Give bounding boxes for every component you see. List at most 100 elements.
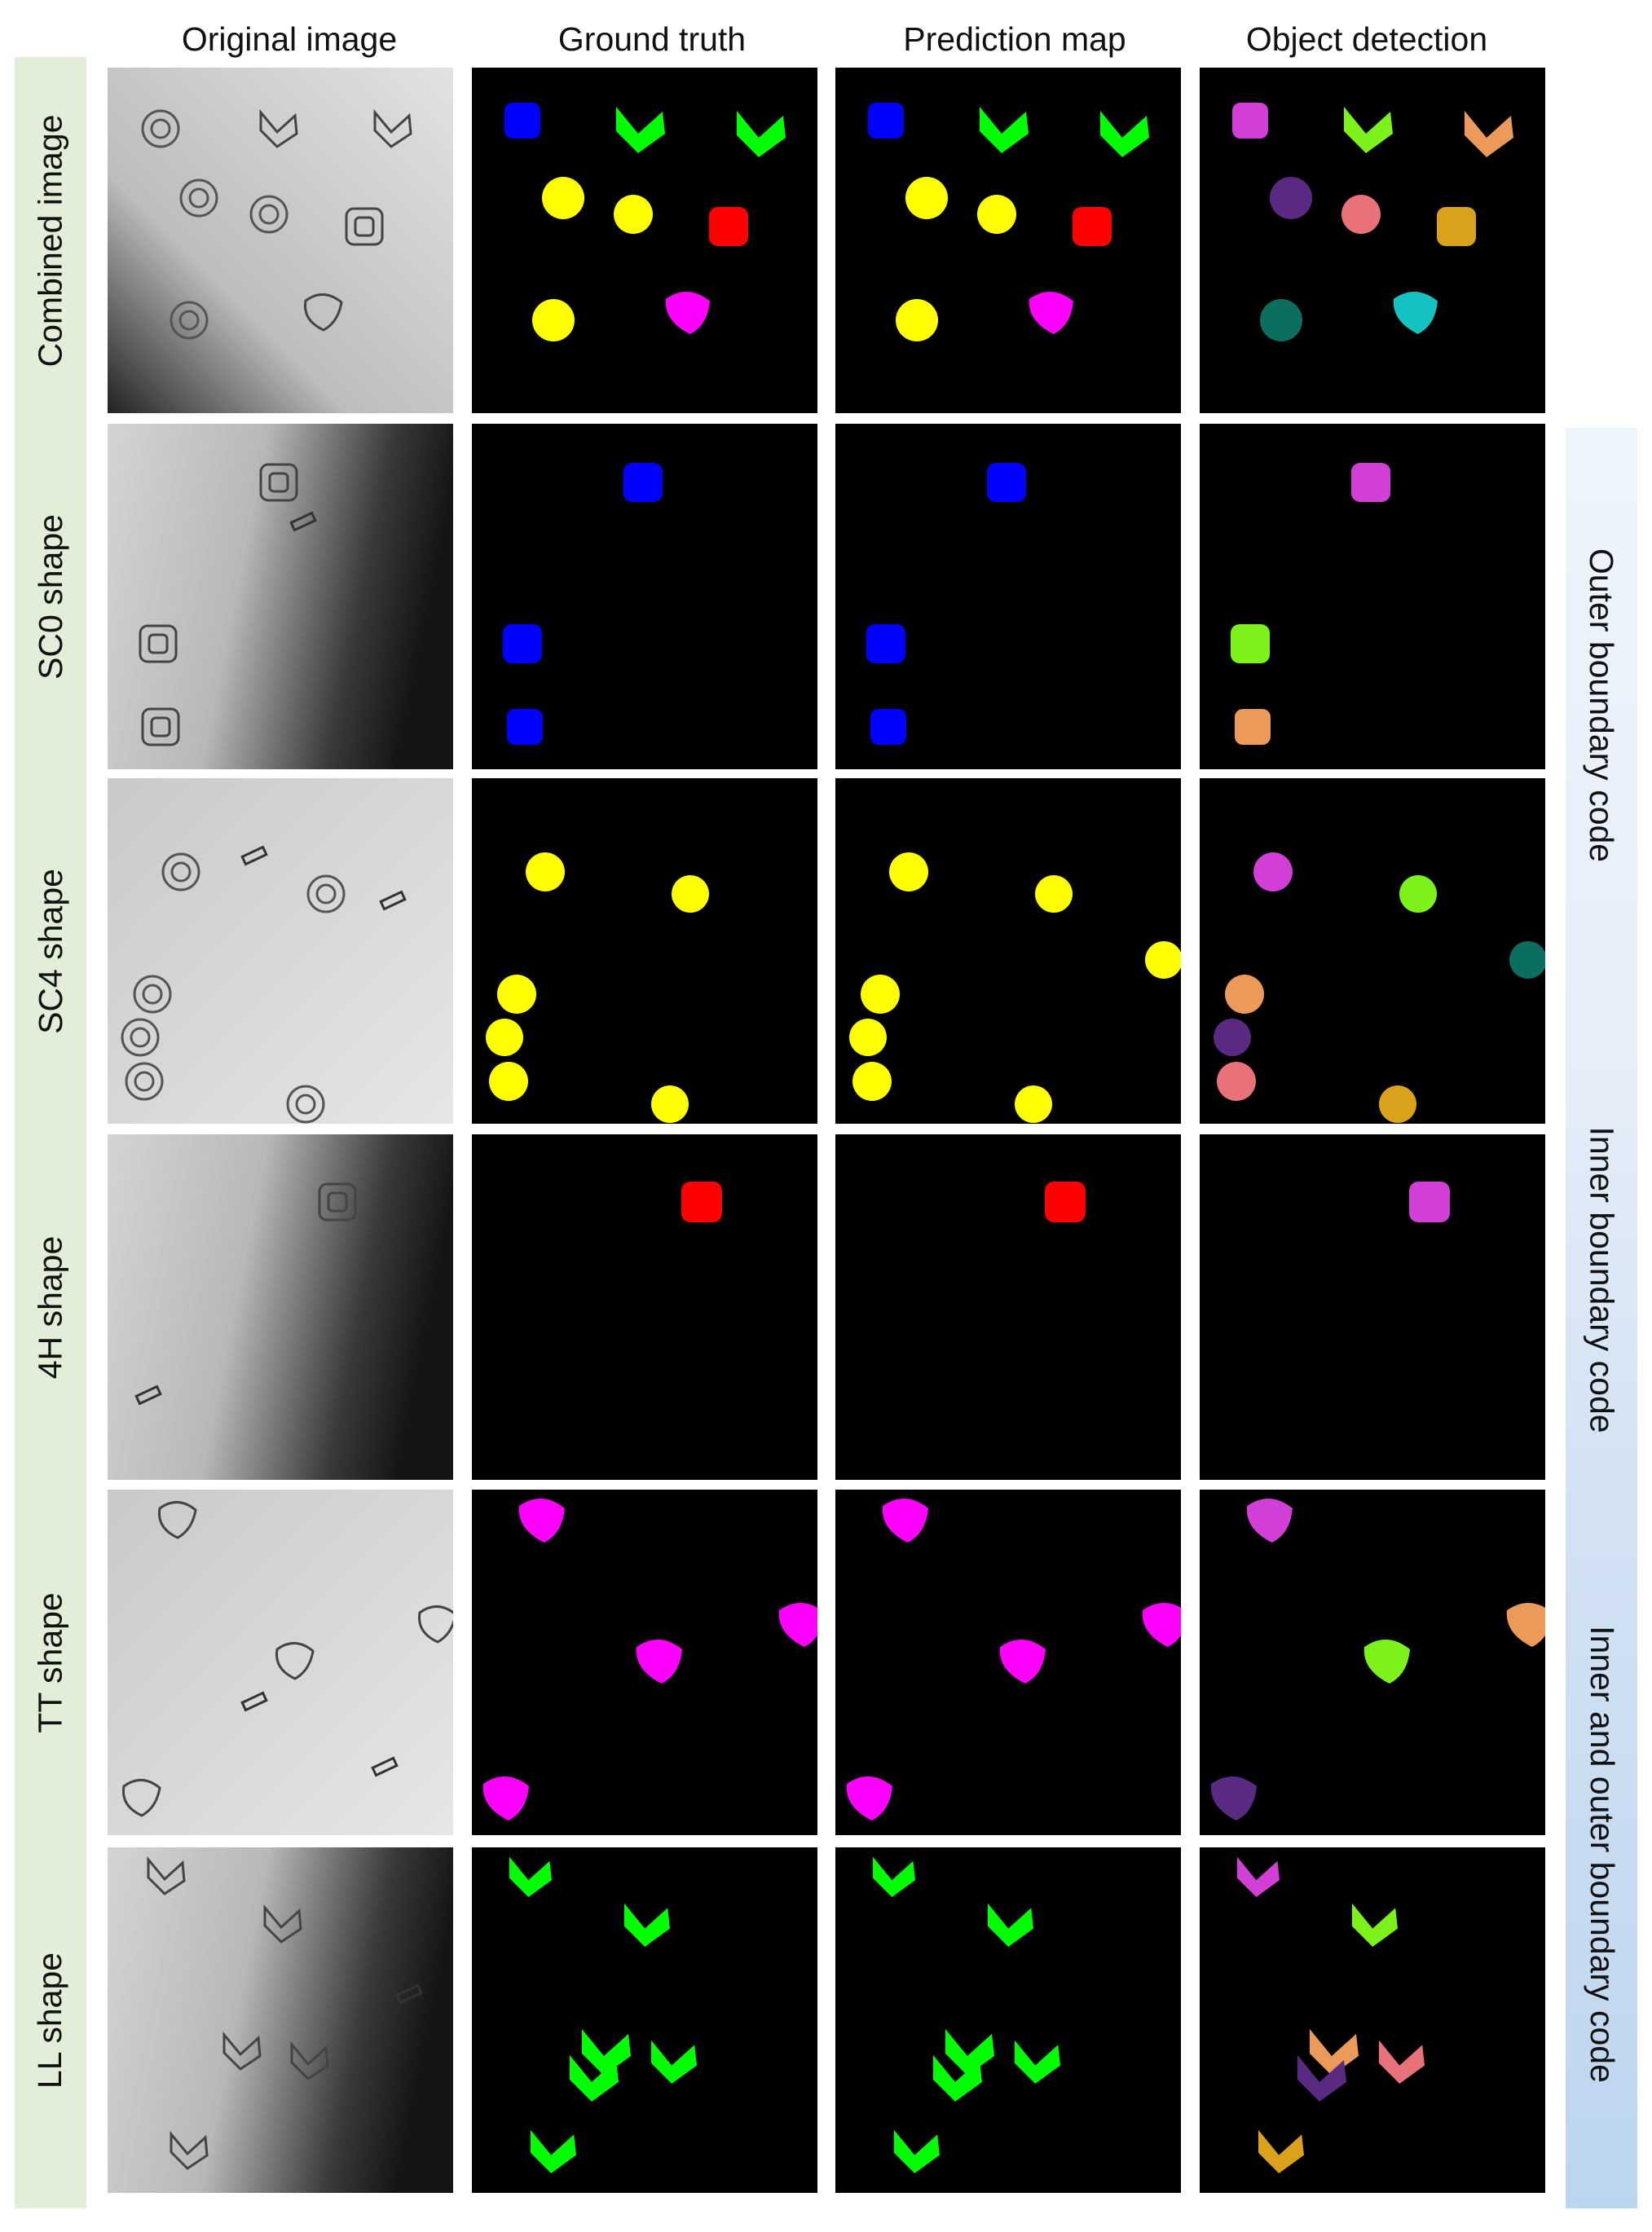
cell-4h-prediction <box>835 1134 1181 1480</box>
detected-object-sc0 <box>1231 624 1270 663</box>
row-label-text: SC4 shape <box>31 868 69 1034</box>
mask-object-sc4 <box>651 1085 689 1123</box>
mask-object-sc4 <box>1035 875 1073 913</box>
cell-ll-prediction <box>835 1847 1181 2193</box>
mask-object-ll <box>531 2129 576 2173</box>
mask-object-sc0 <box>623 463 663 502</box>
detected-object-tt <box>1210 1776 1257 1820</box>
mask-object-ll <box>945 2029 994 2076</box>
crystal-particle <box>289 511 317 532</box>
crystal-particle <box>157 1501 197 1539</box>
crystal-particle <box>373 108 412 148</box>
mask-object-sc0 <box>507 709 543 745</box>
mask-object-tt <box>636 1640 682 1684</box>
detected-object-tt <box>1393 291 1438 334</box>
cell-combined-ground-truth <box>472 68 817 413</box>
row-label-band <box>15 57 86 2208</box>
microscopy-background <box>108 1847 453 2193</box>
detected-object-sc0 <box>1351 463 1390 502</box>
detected-object-4h <box>1409 1182 1450 1222</box>
detected-object-ll <box>1297 2055 1346 2102</box>
detected-object-sc0 <box>1235 709 1271 745</box>
mask-object-tt <box>999 1640 1046 1684</box>
row-label-text: TT shape <box>31 1591 69 1733</box>
crystal-particle <box>259 108 298 148</box>
ground-truth-image <box>482 1499 817 1820</box>
side-label-text: Inner and outer boundary code <box>1583 1625 1621 2083</box>
detected-object-tt <box>1363 1640 1410 1684</box>
detected-object-sc4 <box>1379 1085 1416 1123</box>
mask-object-sc4 <box>497 975 536 1014</box>
mask-object-ll <box>624 1903 670 1947</box>
mask-object-tt <box>1029 291 1073 334</box>
microscopy-background <box>108 424 453 769</box>
detected-object-ll <box>1352 1903 1398 1947</box>
mask-object-sc4 <box>614 195 653 234</box>
mask-object-sc4 <box>852 1062 892 1101</box>
mask-object-ll <box>1015 2040 1060 2084</box>
mask-object-tt <box>1142 1603 1181 1647</box>
crystal-particle <box>179 178 218 218</box>
prediction-image <box>873 1856 1060 2173</box>
row-label-text: Combined image <box>31 114 69 367</box>
prediction-image <box>846 1499 1181 1820</box>
mask-object-4h <box>681 1182 722 1222</box>
cell-tt-prediction <box>835 1490 1181 1835</box>
crystal-particle <box>141 707 180 746</box>
crystal-particle <box>121 1779 161 1817</box>
mask-object-sc4 <box>532 299 575 341</box>
ground-truth-image <box>504 103 786 341</box>
mask-object-ll <box>570 2055 619 2102</box>
detected-object-sc4 <box>1253 852 1293 891</box>
cell-sc0-prediction <box>835 424 1181 769</box>
mask-object-tt <box>882 1499 928 1543</box>
detected-object-sc4 <box>1270 177 1312 219</box>
boundary-code-band <box>1566 428 1637 2208</box>
crystal-particle <box>286 1085 325 1124</box>
row-label-ll: LL shape <box>15 1847 86 2193</box>
crystal-particle <box>290 2040 329 2080</box>
original-image <box>108 68 453 413</box>
mask-object-sc4 <box>977 195 1016 234</box>
cell-4h-detection <box>1200 1134 1545 1480</box>
row-label-text: LL shape <box>31 1952 69 2089</box>
mask-object-tt <box>665 291 710 334</box>
mask-object-ll <box>1100 111 1149 157</box>
mask-object-sc4 <box>905 177 948 219</box>
crystal-particle <box>249 195 289 234</box>
mask-object-ll <box>988 1903 1033 1947</box>
mask-object-4h <box>1073 207 1112 246</box>
original-image <box>108 424 453 769</box>
crystal-particle <box>306 874 346 913</box>
crystal-particle <box>133 975 172 1014</box>
cell-4h-ground-truth <box>472 1134 817 1480</box>
detected-object-sc4 <box>1260 299 1302 341</box>
side-label-outer: Outer boundary code <box>1566 428 1637 982</box>
prediction-image <box>849 852 1181 1123</box>
original-image <box>108 778 453 1124</box>
crystal-particle <box>147 1856 186 1895</box>
detected-object-sc4 <box>1214 1019 1251 1056</box>
cell-tt-detection <box>1200 1490 1545 1835</box>
crystal-particle <box>417 1605 453 1644</box>
mask-object-ll <box>933 2055 982 2102</box>
microscopy-background <box>108 68 453 413</box>
mask-object-ll <box>616 107 665 153</box>
mask-object-tt <box>846 1776 892 1820</box>
mask-object-sc4 <box>672 875 709 913</box>
row-label-tt: TT shape <box>15 1490 86 1835</box>
mask-object-tt <box>482 1776 529 1820</box>
detection-image <box>1210 1499 1545 1820</box>
crystal-particle <box>222 2031 262 2071</box>
detected-object-sc4 <box>1341 195 1381 234</box>
cell-sc0-detection <box>1200 424 1545 769</box>
side-label-inner-outer: Inner and outer boundary code <box>1566 1499 1637 2208</box>
crystal-particle <box>395 1983 423 2005</box>
cell-sc4-detection <box>1200 778 1545 1124</box>
mask-object-sc4 <box>526 852 565 891</box>
mask-object-sc0 <box>504 103 540 139</box>
detected-object-ll <box>1379 2040 1425 2084</box>
row-label-sc0: SC0 shape <box>15 424 86 769</box>
mask-object-4h <box>1045 1182 1086 1222</box>
crystal-particle <box>240 845 268 866</box>
